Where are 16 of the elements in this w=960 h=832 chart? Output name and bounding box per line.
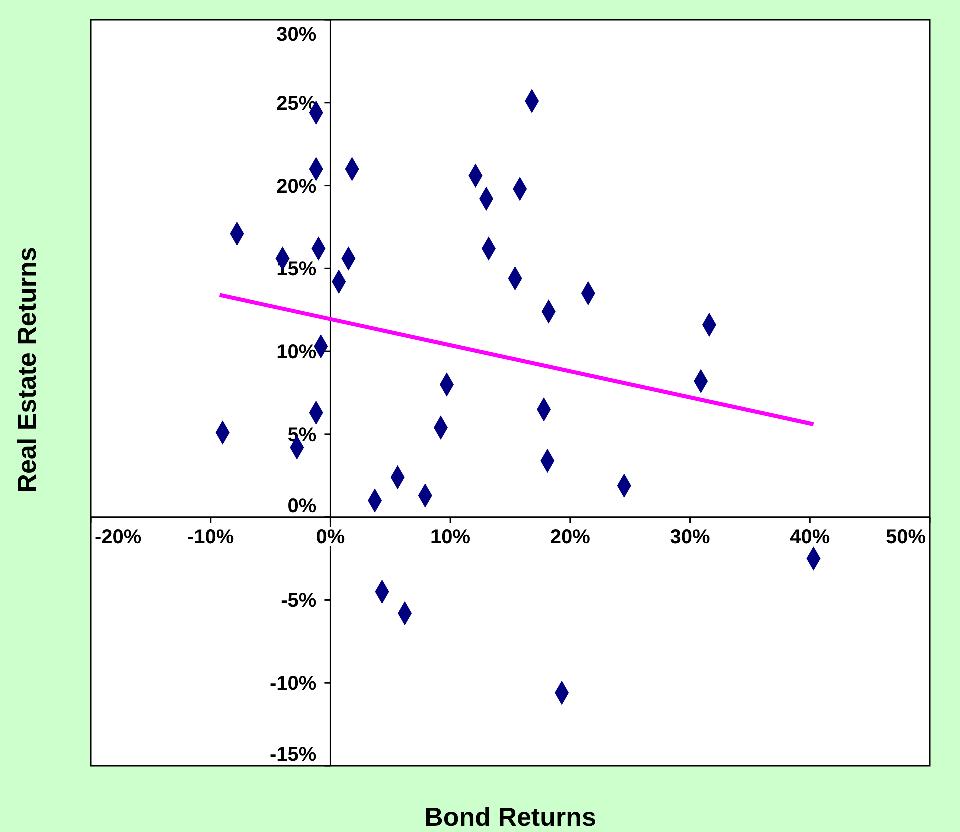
x-axis-title: Bond Returns xyxy=(424,802,596,832)
y-tick-label: -10% xyxy=(270,673,317,696)
y-tick-label: 10% xyxy=(276,342,317,364)
y-tick-label: -5% xyxy=(281,590,317,612)
y-tick-label: 30% xyxy=(276,24,317,46)
x-tick-label: 20% xyxy=(550,526,591,548)
y-tick-label: 20% xyxy=(276,176,317,198)
x-tick-label: -10% xyxy=(188,526,234,548)
y-tick-label: 0% xyxy=(288,495,317,518)
y-axis-title: Real Estate Returns xyxy=(12,247,42,493)
x-tick-label: -20% xyxy=(95,526,142,548)
x-tick-label: 40% xyxy=(790,526,830,548)
y-tick-label: -15% xyxy=(270,744,317,766)
x-tick-label: 30% xyxy=(670,526,711,548)
x-tick-label: 50% xyxy=(886,526,926,548)
x-tick-label: 10% xyxy=(430,526,471,548)
